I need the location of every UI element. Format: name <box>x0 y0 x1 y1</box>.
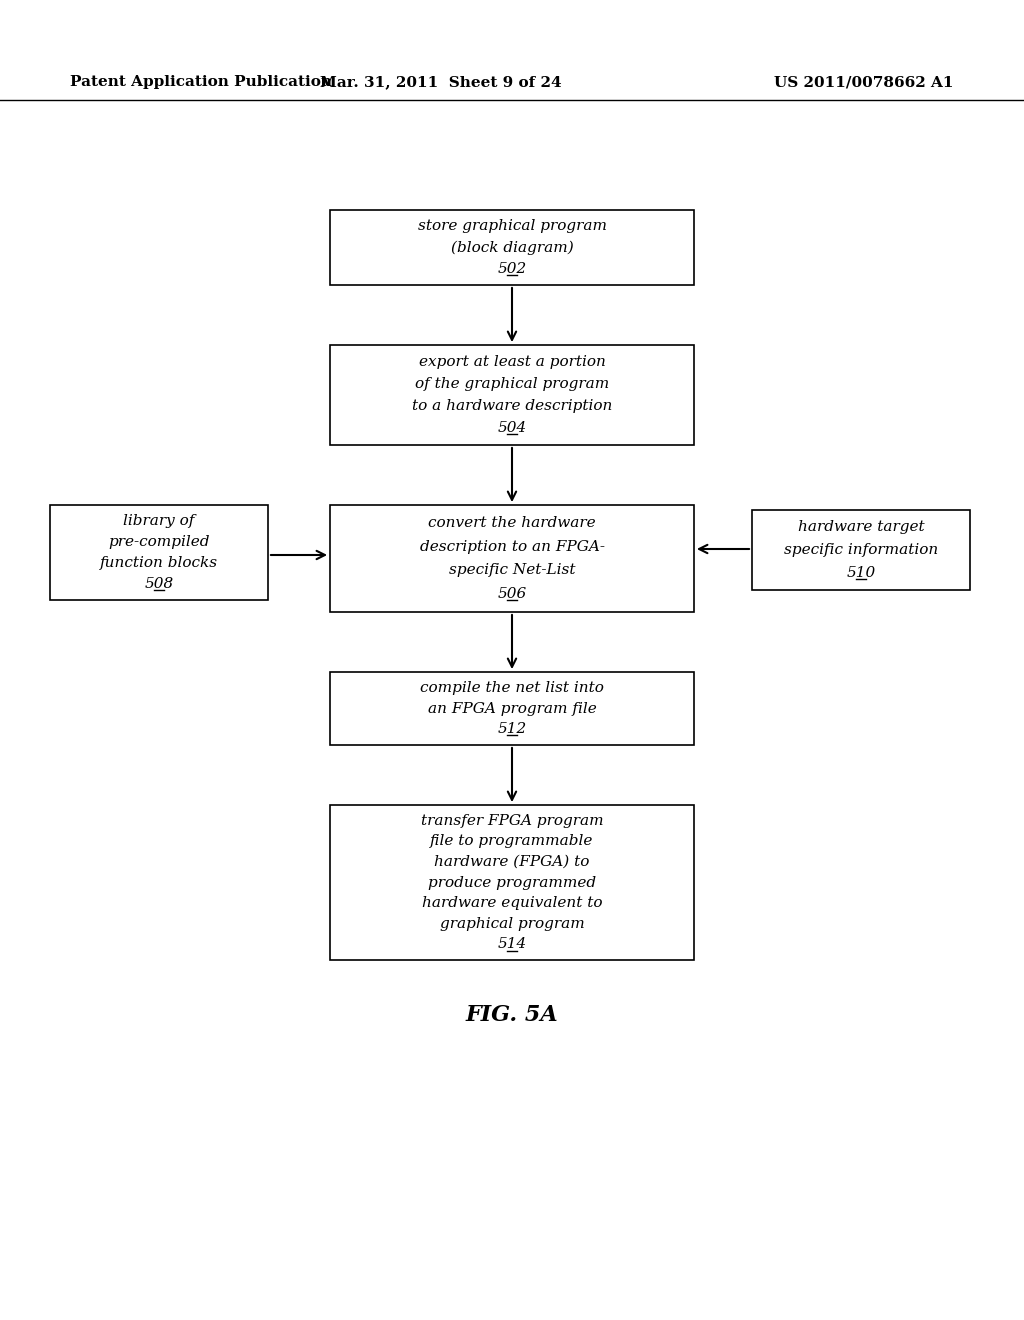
Bar <box>752 510 970 590</box>
Text: Patent Application Publication: Patent Application Publication <box>70 75 332 88</box>
Bar <box>330 805 694 960</box>
Text: transfer FPGA program: transfer FPGA program <box>421 813 603 828</box>
Text: (block diagram): (block diagram) <box>451 240 573 255</box>
Text: library of: library of <box>123 513 195 528</box>
Text: specific information: specific information <box>784 543 938 557</box>
Text: file to programmable: file to programmable <box>430 834 594 849</box>
Text: Mar. 31, 2011  Sheet 9 of 24: Mar. 31, 2011 Sheet 9 of 24 <box>319 75 561 88</box>
Text: FIG. 5A: FIG. 5A <box>466 1005 558 1026</box>
Text: 506: 506 <box>498 587 526 601</box>
Text: an FPGA program file: an FPGA program file <box>428 701 596 715</box>
Text: 514: 514 <box>498 937 526 952</box>
Bar <box>330 345 694 445</box>
Text: 512: 512 <box>498 722 526 737</box>
Text: convert the hardware: convert the hardware <box>428 516 596 529</box>
Text: store graphical program: store graphical program <box>418 219 606 234</box>
Text: to a hardware description: to a hardware description <box>412 399 612 413</box>
Text: 502: 502 <box>498 261 526 276</box>
Text: produce programmed: produce programmed <box>428 875 596 890</box>
Text: pre-compiled: pre-compiled <box>109 535 210 549</box>
Text: hardware target: hardware target <box>798 520 925 535</box>
Text: compile the net list into: compile the net list into <box>420 681 604 694</box>
Text: 504: 504 <box>498 421 526 436</box>
Text: specific Net-List: specific Net-List <box>449 564 575 577</box>
Bar <box>330 672 694 744</box>
Text: hardware (FPGA) to: hardware (FPGA) to <box>434 855 590 869</box>
Text: US 2011/0078662 A1: US 2011/0078662 A1 <box>774 75 954 88</box>
Text: function blocks: function blocks <box>100 556 218 570</box>
Bar <box>50 506 268 601</box>
Text: of the graphical program: of the graphical program <box>415 378 609 391</box>
Bar <box>330 506 694 612</box>
Text: description to an FPGA-: description to an FPGA- <box>420 540 604 553</box>
Text: graphical program: graphical program <box>439 917 585 931</box>
Bar <box>330 210 694 285</box>
Text: hardware equivalent to: hardware equivalent to <box>422 896 602 911</box>
Text: 510: 510 <box>847 566 876 579</box>
Text: 508: 508 <box>144 577 174 591</box>
Text: export at least a portion: export at least a portion <box>419 355 605 368</box>
